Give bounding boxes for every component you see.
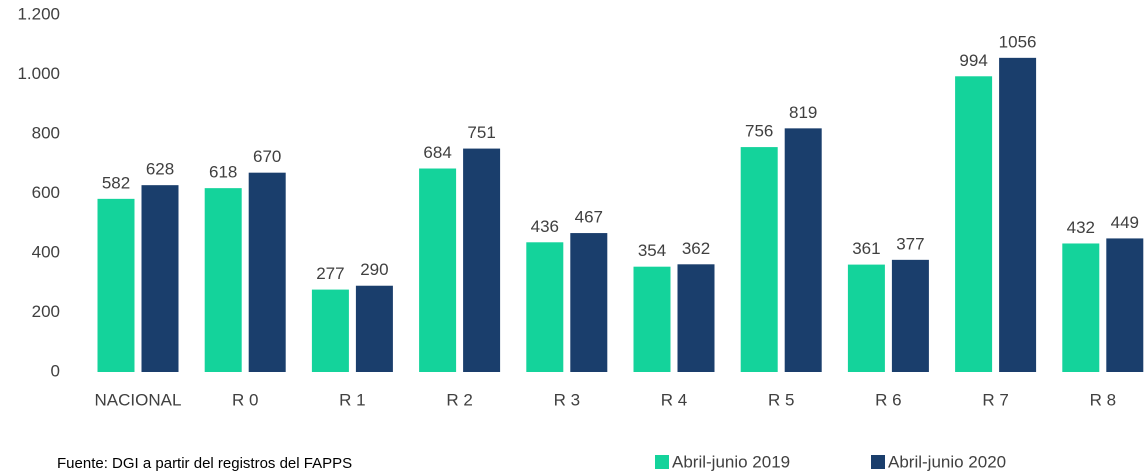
y-tick-label: 600 xyxy=(32,183,60,202)
y-tick-label: 1.200 xyxy=(17,4,60,23)
value-label: 670 xyxy=(253,147,281,166)
x-tick-label: NACIONAL xyxy=(95,390,182,409)
bar xyxy=(141,185,179,372)
legend-swatch xyxy=(871,455,885,469)
bar xyxy=(740,147,778,372)
value-label: 684 xyxy=(423,143,451,162)
x-tick-label: R 1 xyxy=(339,390,365,409)
value-label: 290 xyxy=(360,260,388,279)
x-tick-label: R 5 xyxy=(768,390,794,409)
value-label: 449 xyxy=(1111,213,1139,232)
bar xyxy=(97,198,135,372)
legend-swatch xyxy=(655,455,669,469)
y-tick-label: 400 xyxy=(32,242,60,261)
value-label: 1056 xyxy=(999,32,1037,51)
source-note: Fuente: DGI a partir del registros del F… xyxy=(57,455,352,472)
value-label: 432 xyxy=(1067,218,1095,237)
bar xyxy=(463,148,501,372)
legend-label: Abril-junio 2020 xyxy=(888,452,1006,471)
value-label: 582 xyxy=(102,173,130,192)
value-label: 751 xyxy=(467,123,495,142)
legend-label: Abril-junio 2019 xyxy=(672,452,790,471)
value-label: 628 xyxy=(146,160,174,179)
value-label: 618 xyxy=(209,163,237,182)
value-label: 436 xyxy=(531,217,559,236)
bar xyxy=(891,259,929,372)
value-label: 354 xyxy=(638,241,666,260)
value-label: 277 xyxy=(316,264,344,283)
value-label: 377 xyxy=(896,234,924,253)
bar xyxy=(677,264,715,372)
value-label: 994 xyxy=(959,51,987,70)
bar xyxy=(311,289,349,372)
bar xyxy=(784,128,822,372)
x-tick-label: R 6 xyxy=(875,390,901,409)
x-tick-label: R 8 xyxy=(1090,390,1116,409)
bar xyxy=(847,264,885,372)
bar xyxy=(355,285,393,372)
value-label: 361 xyxy=(852,239,880,258)
bar xyxy=(999,57,1037,373)
bar xyxy=(570,233,608,372)
x-tick-label: R 7 xyxy=(982,390,1008,409)
y-tick-label: 1.000 xyxy=(17,64,60,83)
bar xyxy=(633,266,671,372)
x-tick-label: R 3 xyxy=(554,390,580,409)
x-tick-label: R 4 xyxy=(661,390,687,409)
bar xyxy=(526,242,564,372)
bar xyxy=(955,76,993,372)
x-tick-label: R 2 xyxy=(446,390,472,409)
y-tick-label: 0 xyxy=(51,361,60,380)
y-tick-label: 200 xyxy=(32,302,60,321)
x-tick-label: R 0 xyxy=(232,390,258,409)
value-label: 362 xyxy=(682,239,710,258)
bar xyxy=(1062,243,1100,372)
bar xyxy=(248,172,286,372)
bar xyxy=(204,188,242,372)
value-label: 819 xyxy=(789,103,817,122)
value-label: 756 xyxy=(745,122,773,141)
value-label: 467 xyxy=(575,208,603,227)
bar xyxy=(1106,238,1144,372)
bar xyxy=(419,168,457,372)
y-tick-label: 800 xyxy=(32,123,60,142)
